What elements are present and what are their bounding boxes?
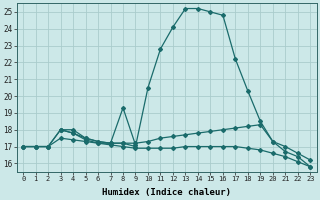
X-axis label: Humidex (Indice chaleur): Humidex (Indice chaleur) [102, 188, 231, 197]
